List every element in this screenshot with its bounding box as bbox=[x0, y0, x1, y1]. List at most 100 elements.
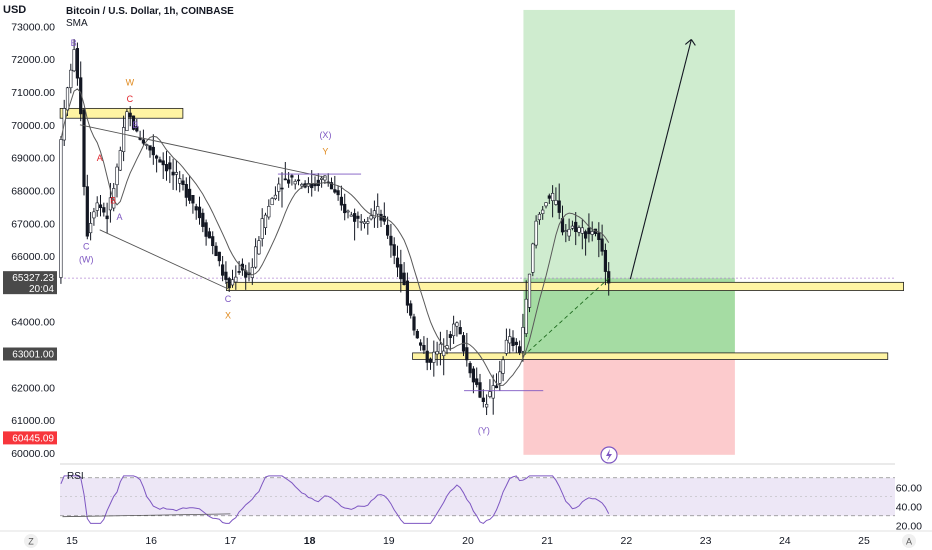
candle-body bbox=[89, 223, 93, 234]
candle bbox=[296, 174, 301, 186]
candle bbox=[131, 115, 136, 131]
price-tick-label: 62000.00 bbox=[11, 382, 55, 394]
candle-body bbox=[494, 385, 499, 389]
candle-body bbox=[115, 166, 119, 186]
candle bbox=[122, 115, 126, 162]
candle bbox=[349, 211, 353, 217]
candle-body bbox=[465, 347, 469, 361]
wave-label: B bbox=[71, 38, 77, 48]
candle bbox=[511, 330, 515, 352]
candle bbox=[442, 338, 446, 376]
candle-body bbox=[75, 48, 80, 79]
candle-body bbox=[227, 278, 231, 289]
candle bbox=[214, 242, 218, 257]
candle-body bbox=[102, 207, 106, 213]
candle bbox=[448, 330, 452, 351]
price-tick-label: 67000.00 bbox=[11, 218, 55, 230]
candle bbox=[432, 340, 436, 377]
time-tick-label: 25 bbox=[858, 535, 870, 547]
candle-body bbox=[237, 271, 241, 273]
candle-body bbox=[442, 350, 446, 357]
candle-body bbox=[498, 371, 502, 384]
timezone-button[interactable]: Z bbox=[24, 534, 38, 548]
candle bbox=[263, 212, 268, 235]
candle-body bbox=[392, 244, 396, 256]
candle-body bbox=[82, 109, 86, 187]
candle bbox=[570, 220, 575, 231]
time-tick-label: 17 bbox=[225, 535, 237, 547]
candle bbox=[471, 366, 476, 394]
candle-body bbox=[131, 115, 136, 130]
candle bbox=[438, 331, 443, 366]
candle bbox=[603, 243, 608, 286]
rsi-tick-label: 60.00 bbox=[896, 482, 922, 494]
candle-body bbox=[478, 382, 482, 398]
candle-body bbox=[273, 194, 278, 200]
candle bbox=[217, 251, 221, 267]
candle bbox=[287, 172, 291, 188]
candle bbox=[270, 196, 274, 206]
candle-body bbox=[323, 175, 327, 181]
candle bbox=[161, 152, 165, 180]
candle-body bbox=[541, 209, 545, 215]
candle bbox=[250, 258, 254, 285]
candle bbox=[521, 313, 525, 362]
candle bbox=[336, 186, 340, 201]
candle-body bbox=[69, 69, 73, 89]
candle-body bbox=[518, 346, 522, 354]
candle bbox=[343, 193, 347, 221]
candle bbox=[89, 212, 93, 241]
candle bbox=[353, 208, 357, 241]
price-tick-label: 73000.00 bbox=[11, 21, 55, 33]
target-zone-upper bbox=[523, 9, 735, 279]
alert-icon[interactable] bbox=[600, 446, 618, 464]
candle-body bbox=[283, 178, 287, 181]
candle-body bbox=[214, 245, 218, 257]
current-price-label: 65327.23 bbox=[12, 273, 54, 284]
candle-body bbox=[343, 203, 347, 214]
candle bbox=[69, 63, 73, 94]
candle-body bbox=[372, 210, 377, 219]
candle-body bbox=[148, 145, 152, 151]
candle-body bbox=[425, 350, 429, 363]
upper-trendline bbox=[79, 124, 326, 178]
candle bbox=[379, 209, 383, 228]
candle-body bbox=[577, 227, 581, 233]
candle-body bbox=[399, 264, 403, 280]
candle bbox=[428, 357, 433, 370]
candle bbox=[125, 109, 129, 131]
candle-body bbox=[580, 227, 584, 234]
candle bbox=[164, 151, 169, 181]
candle-body bbox=[458, 327, 462, 335]
candle-body bbox=[320, 177, 324, 180]
candle bbox=[488, 379, 492, 399]
auto-scale-button[interactable]: A bbox=[902, 534, 916, 548]
candle bbox=[174, 160, 179, 191]
candle-body bbox=[359, 221, 363, 223]
candle-body bbox=[567, 229, 571, 237]
candle bbox=[85, 174, 89, 240]
candle-body bbox=[151, 146, 155, 156]
candle-body bbox=[402, 272, 406, 286]
candle bbox=[98, 194, 103, 217]
candle bbox=[537, 212, 542, 225]
candle-body bbox=[475, 378, 479, 385]
wave-label: C bbox=[83, 242, 90, 252]
candle bbox=[382, 202, 386, 225]
candle-body bbox=[164, 164, 169, 172]
candle-body bbox=[428, 358, 433, 363]
candle bbox=[402, 262, 406, 286]
candle-body bbox=[537, 213, 542, 221]
candle bbox=[541, 205, 545, 220]
candle bbox=[445, 329, 449, 355]
candle bbox=[115, 163, 119, 198]
candle bbox=[138, 130, 142, 141]
support-band bbox=[59, 107, 184, 119]
candle-body bbox=[603, 249, 608, 272]
time-tick-label: 18 bbox=[304, 535, 316, 547]
candle-body bbox=[501, 359, 505, 374]
candle bbox=[422, 336, 426, 354]
candle bbox=[221, 255, 225, 282]
candle bbox=[155, 154, 159, 173]
